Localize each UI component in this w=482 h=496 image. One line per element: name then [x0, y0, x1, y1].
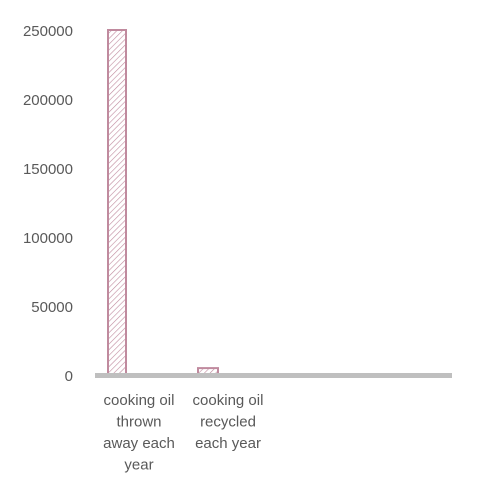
y-tick-label: 250000 [23, 23, 73, 40]
y-tick-label: 0 [65, 368, 73, 385]
x-category-label: cooking oil thrown away each year [103, 392, 175, 474]
x-category-label-line: cooking oil [104, 392, 175, 409]
x-category-label-line: thrown [116, 414, 161, 431]
y-tick-label: 200000 [23, 92, 73, 109]
x-category-label: cooking oil recycled each year [193, 392, 264, 452]
x-category-label-line: away each [103, 435, 175, 452]
y-tick-label: 150000 [23, 161, 73, 178]
y-axis-tick-labels: 0 50000 100000 150000 200000 250000 [23, 23, 73, 385]
x-category-label-line: cooking oil [193, 392, 264, 409]
y-tick-label: 50000 [31, 299, 73, 316]
x-category-label-line: year [124, 457, 153, 474]
bar [107, 29, 127, 376]
x-category-label-line: recycled [200, 414, 256, 431]
bars [107, 29, 219, 377]
y-tick-label: 100000 [23, 230, 73, 247]
x-category-label-line: each year [195, 435, 261, 452]
x-axis-line [95, 373, 452, 378]
